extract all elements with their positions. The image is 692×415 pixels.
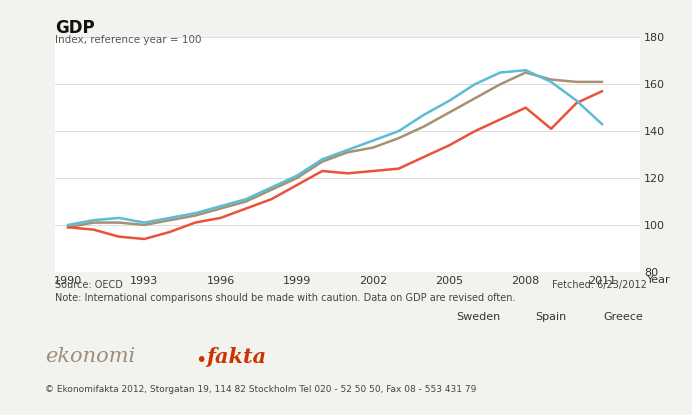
Text: Fetched: 6/23/2012: Fetched: 6/23/2012 (552, 280, 647, 290)
Text: ekonomi: ekonomi (45, 347, 135, 366)
Text: Sweden: Sweden (456, 312, 500, 322)
Text: Greece: Greece (603, 312, 643, 322)
Text: Index, reference year = 100: Index, reference year = 100 (55, 35, 202, 45)
Text: GDP: GDP (55, 19, 95, 37)
Text: fakta: fakta (206, 347, 266, 366)
Text: Source: OECD
Note: International comparisons should be made with caution. Data o: Source: OECD Note: International compari… (55, 280, 516, 303)
Text: © Ekonomifakta 2012, Storgatan 19, 114 82 Stockholm Tel 020 - 52 50 50, Fax 08 -: © Ekonomifakta 2012, Storgatan 19, 114 8… (45, 385, 476, 394)
Text: Year: Year (647, 275, 671, 285)
Text: •: • (195, 351, 206, 370)
Text: Spain: Spain (536, 312, 567, 322)
